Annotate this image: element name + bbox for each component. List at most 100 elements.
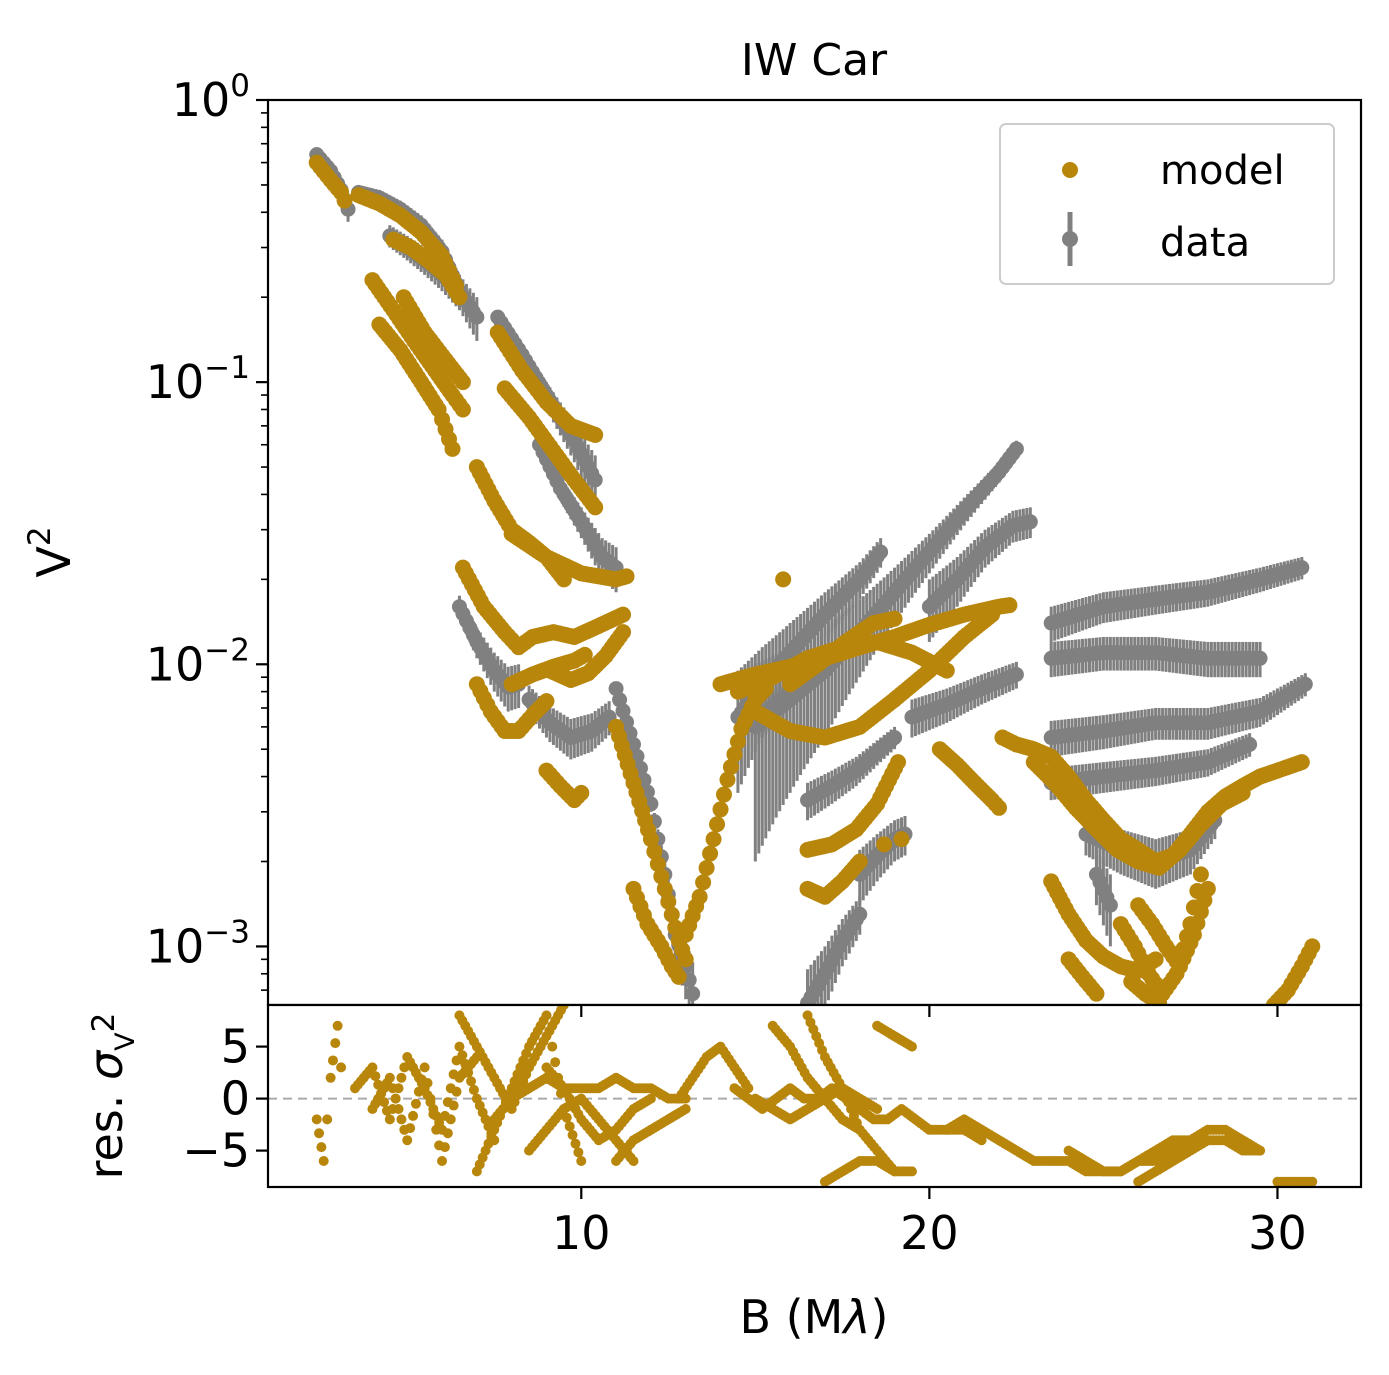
model-point — [663, 906, 680, 923]
chart-title: IW Car — [741, 35, 888, 86]
residual-point — [367, 1062, 378, 1073]
residual-point — [336, 1062, 347, 1073]
residual-point — [318, 1156, 329, 1166]
model-point — [729, 733, 746, 750]
data-point — [887, 730, 903, 746]
residual-point — [393, 1104, 404, 1114]
residual-point — [567, 1130, 578, 1140]
main-y-tick-label-exp: −1 — [204, 350, 250, 386]
model-point — [712, 801, 729, 818]
residual-point — [327, 1055, 338, 1066]
main-y-tick-label-base: 10 — [146, 637, 205, 691]
main-y-tick-label: 10−3 — [146, 914, 250, 973]
model-point — [719, 771, 736, 788]
residual-point — [547, 1041, 558, 1052]
model-point — [444, 440, 461, 457]
data-point — [873, 544, 889, 560]
legend-model-marker — [1062, 162, 1078, 178]
model-points — [308, 154, 1321, 1005]
model-point — [691, 888, 708, 905]
x-axis-label-lambda: λ — [840, 1290, 870, 1344]
residual-point — [387, 1083, 398, 1094]
residual-y-axis-label-sub-exp: 2 — [86, 1013, 122, 1033]
model-point — [893, 831, 910, 848]
model-point — [587, 499, 604, 516]
residual-point — [325, 1072, 336, 1083]
residual-point — [431, 1124, 442, 1135]
data-point — [1102, 897, 1118, 913]
residual-point — [408, 1110, 419, 1121]
residual-point — [384, 1072, 395, 1083]
x-axis-label-prefix: B (M — [739, 1290, 843, 1344]
residual-y-ticks: 50−5 — [182, 1020, 268, 1178]
residual-point — [1307, 1176, 1318, 1187]
model-point — [1001, 597, 1018, 614]
residual-point — [872, 1104, 883, 1114]
legend-box — [999, 123, 1335, 285]
model-point — [576, 646, 593, 663]
data-point — [1022, 514, 1038, 530]
model-point — [618, 568, 635, 585]
data-point — [1294, 560, 1310, 576]
residual-point — [628, 1156, 639, 1166]
residual-panel: 50−5 res. σV2 — [79, 1003, 1363, 1189]
residual-point — [906, 1166, 917, 1177]
residual-point — [332, 1020, 343, 1031]
residual-point — [854, 1124, 865, 1135]
model-point — [886, 610, 903, 627]
residual-point — [576, 1156, 587, 1166]
model-point — [990, 799, 1007, 816]
residual-point — [330, 1038, 341, 1049]
model-point — [726, 746, 743, 763]
model-point — [660, 893, 677, 910]
main-y-tick-label-exp: −3 — [204, 914, 250, 950]
residual-point — [322, 1114, 333, 1125]
data-point — [469, 309, 485, 325]
residual-point — [541, 1010, 552, 1021]
main-y-tick-label-exp: 0 — [230, 68, 250, 104]
residual-point — [316, 1142, 327, 1153]
model-point — [1088, 985, 1105, 1002]
model-point — [1192, 866, 1209, 883]
model-point — [646, 843, 663, 860]
residual-point — [311, 1114, 322, 1125]
model-point — [656, 880, 673, 897]
residual-y-axis-label: res. σV2 — [79, 1013, 141, 1180]
model-point — [1151, 995, 1168, 1005]
model-point — [615, 606, 632, 623]
x-ticks: 10 20 30 — [552, 1005, 1307, 1260]
model-point — [1304, 938, 1321, 955]
model-point — [649, 855, 666, 872]
data-point — [852, 906, 868, 922]
residual-point — [448, 1100, 459, 1111]
residual-point — [314, 1128, 325, 1139]
model-point — [715, 786, 732, 803]
x-axis-label: B (Mλ) — [739, 1290, 888, 1344]
model-point — [698, 859, 715, 876]
model-point — [587, 426, 604, 443]
model-point — [1293, 754, 1310, 771]
residual-point — [370, 1071, 381, 1082]
residual-point — [680, 1104, 691, 1114]
model-point — [876, 836, 893, 853]
data-point — [1008, 441, 1024, 457]
data-point — [1252, 650, 1268, 666]
residual-point — [390, 1093, 401, 1104]
x-tick-label: 20 — [900, 1206, 959, 1260]
residual-point — [439, 1142, 450, 1153]
main-y-tick-label-base: 10 — [146, 355, 205, 409]
legend-data-marker — [1062, 231, 1078, 247]
residual-point — [428, 1109, 439, 1120]
residual-point — [906, 1041, 917, 1052]
residual-point — [570, 1138, 581, 1149]
residual-point — [419, 1062, 430, 1073]
main-y-tick-label-exp: −2 — [204, 632, 250, 668]
model-point — [1199, 880, 1216, 897]
residual-point — [468, 1084, 479, 1095]
x-tick-label: 10 — [552, 1206, 611, 1260]
residual-point — [976, 1135, 987, 1146]
residual-y-tick-label: 5 — [221, 1020, 250, 1074]
residual-point — [451, 1086, 462, 1097]
